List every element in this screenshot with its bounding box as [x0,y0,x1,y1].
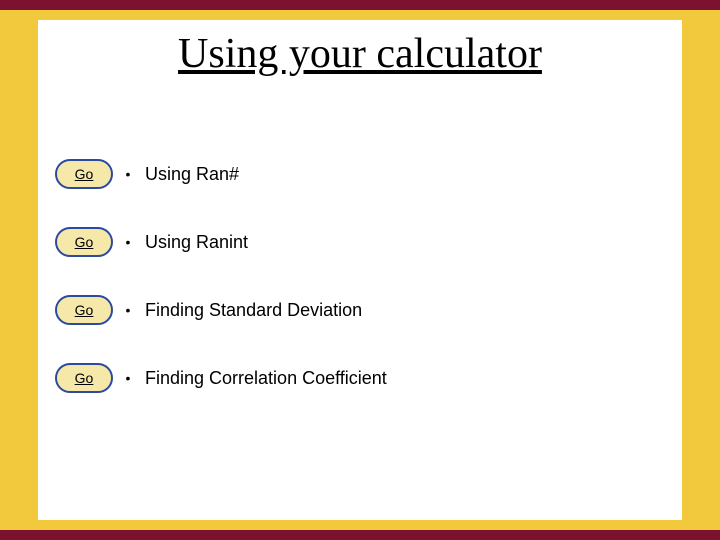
list-item: Go • Using Ran# [55,140,665,208]
go-button[interactable]: Go [55,159,113,189]
border-bottom-maroon [0,530,720,540]
go-button[interactable]: Go [55,363,113,393]
item-list: Go • Using Ran# Go • Using Ranint Go • F… [55,140,665,412]
slide: Using your calculator Go • Using Ran# Go… [0,0,720,540]
border-right-yellow [682,0,720,540]
border-top-maroon [0,0,720,10]
go-button[interactable]: Go [55,295,113,325]
item-label: Finding Standard Deviation [137,300,362,321]
bullet-icon: • [119,234,137,250]
list-item: Go • Finding Standard Deviation [55,276,665,344]
item-label: Using Ran# [137,164,239,185]
list-item: Go • Using Ranint [55,208,665,276]
go-button[interactable]: Go [55,227,113,257]
item-label: Using Ranint [137,232,248,253]
item-label: Finding Correlation Coefficient [137,368,387,389]
bullet-icon: • [119,302,137,318]
list-item: Go • Finding Correlation Coefficient [55,344,665,412]
page-title: Using your calculator [0,30,720,78]
bullet-icon: • [119,166,137,182]
bullet-icon: • [119,370,137,386]
border-left-yellow [0,0,38,540]
